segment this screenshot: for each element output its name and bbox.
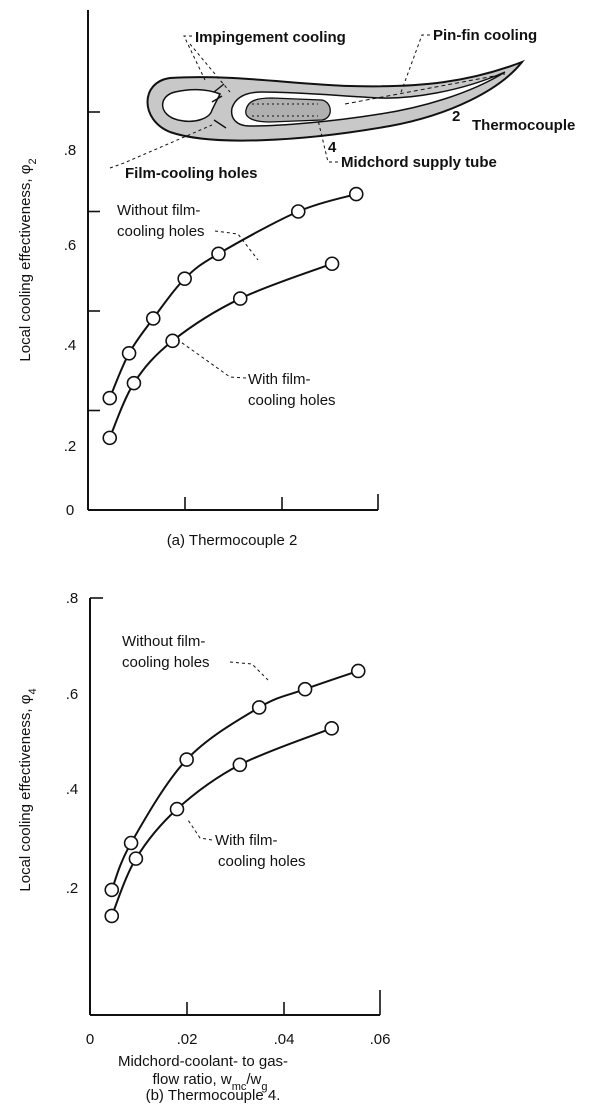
inset-midchord-label: Midchord supply tube (341, 154, 497, 171)
film-holes (211, 83, 227, 129)
panel-a-data-point (102, 430, 118, 446)
panel-a-without-label-line1: Without film- (117, 202, 200, 219)
panel-b-xtick-label: .06 (370, 1031, 391, 1048)
panel-b-ytick-label: .4 (66, 781, 79, 798)
inset-pinfin-label: Pin-fin cooling (433, 27, 537, 44)
panel-b-without-label-line2: cooling holes (122, 654, 210, 671)
panel-b-data-point (179, 752, 194, 767)
panel-a-data-point (121, 345, 137, 361)
panel-b-xtick-label: .04 (274, 1031, 295, 1048)
panel-b-series-line-with-film (110, 727, 333, 917)
panel-b-with-leader (187, 819, 213, 841)
panel-b-y-axis-label: Local cooling effectiveness, φ4 (17, 688, 39, 891)
panel-b-data-point (169, 801, 185, 817)
panel-a-ytick-label: 0 (66, 502, 74, 519)
panel-a-ytick-label: .4 (64, 337, 77, 354)
panel-b-data-point (297, 681, 313, 697)
panel-b-ytick-label: .2 (66, 880, 79, 897)
panel-b-data-point (232, 757, 248, 773)
panel-a-with-leader (177, 339, 247, 379)
panel-b-x-axis-label-line2: flow ratio, wmc/wg (153, 1071, 268, 1093)
impingement-leader (183, 35, 231, 93)
panel-a-data-point (348, 186, 364, 202)
panel-b: 0 .02 .04 .06 .2 .4 .6 .8 Local cooling … (17, 590, 390, 1104)
panel-b-ytick-label: .8 (66, 590, 79, 607)
panel-a: 0 .2 .4 .6 .8 Local cooling effectivenes… (17, 10, 575, 549)
panel-b-with-label-line1: With film- (215, 832, 278, 849)
panel-b-data-point (350, 663, 366, 679)
panel-a-ytick-label: .2 (64, 438, 77, 455)
panel-a-data-point (145, 311, 161, 326)
impingement-holes (252, 103, 318, 117)
blade-schematic: Impingement cooling Pin-fin cooling 2 Th… (109, 27, 575, 182)
midchord-supply-tube (245, 97, 331, 123)
midchord-leader (317, 119, 338, 163)
panel-a-data-point (165, 333, 180, 349)
inset-filmholes-label: Film-cooling holes (125, 165, 258, 182)
panel-b-xtick-label: 0 (86, 1031, 94, 1048)
inset-tc-number: 2 (452, 108, 460, 125)
panel-a-ytick-label: .8 (64, 142, 77, 159)
inset-tc4-label: 4 (328, 139, 337, 156)
panel-b-without-label-line1: Without film- (122, 633, 205, 650)
panel-b-with-label-line2: cooling holes (218, 853, 306, 870)
panel-a-with-label-line1: With film- (248, 371, 311, 388)
panel-a-data-point (177, 271, 192, 286)
panel-a-data-point (324, 256, 340, 272)
panel-b-data-point (251, 700, 267, 715)
panel-b-xtick-label: .02 (177, 1031, 198, 1048)
panel-a-without-label-line2: cooling holes (117, 223, 205, 240)
panel-a-data-point (232, 291, 248, 306)
panel-b-data-point (324, 721, 339, 736)
panel-b-ytick-label: .6 (66, 686, 79, 703)
panel-a-data-point (211, 246, 226, 262)
leading-edge-cavity (161, 88, 222, 122)
panel-a-with-label-line2: cooling holes (248, 392, 336, 409)
panel-b-data-point (104, 908, 120, 924)
panel-a-series-line-with-film (108, 262, 333, 439)
filmholes-leader (109, 124, 213, 169)
panel-b-data-point (104, 882, 120, 898)
panel-b-x-axis-label-line1: Midchord-coolant- to gas- (118, 1053, 288, 1070)
panel-a-caption: (a) Thermocouple 2 (167, 532, 298, 549)
panel-a-data-point (290, 204, 306, 219)
panel-a-y-axis-label: Local cooling effectiveness, φ2 (17, 158, 39, 361)
panel-b-without-leader (229, 661, 269, 681)
panel-b-data-point (128, 851, 144, 866)
panel-a-ytick-label: .6 (64, 237, 77, 254)
panel-a-data-point (102, 390, 118, 406)
panel-b-data-point (123, 835, 139, 851)
panel-b-caption: (b) Thermocouple 4. (146, 1087, 281, 1104)
panel-a-data-point (126, 375, 142, 391)
pinfin-leader (399, 34, 430, 96)
pin-fin-row (344, 73, 506, 105)
inset-tc-label: Thermocouple (472, 117, 575, 134)
inset-impingement-label: Impingement cooling (195, 29, 346, 46)
panel-a-without-leader (214, 230, 259, 261)
